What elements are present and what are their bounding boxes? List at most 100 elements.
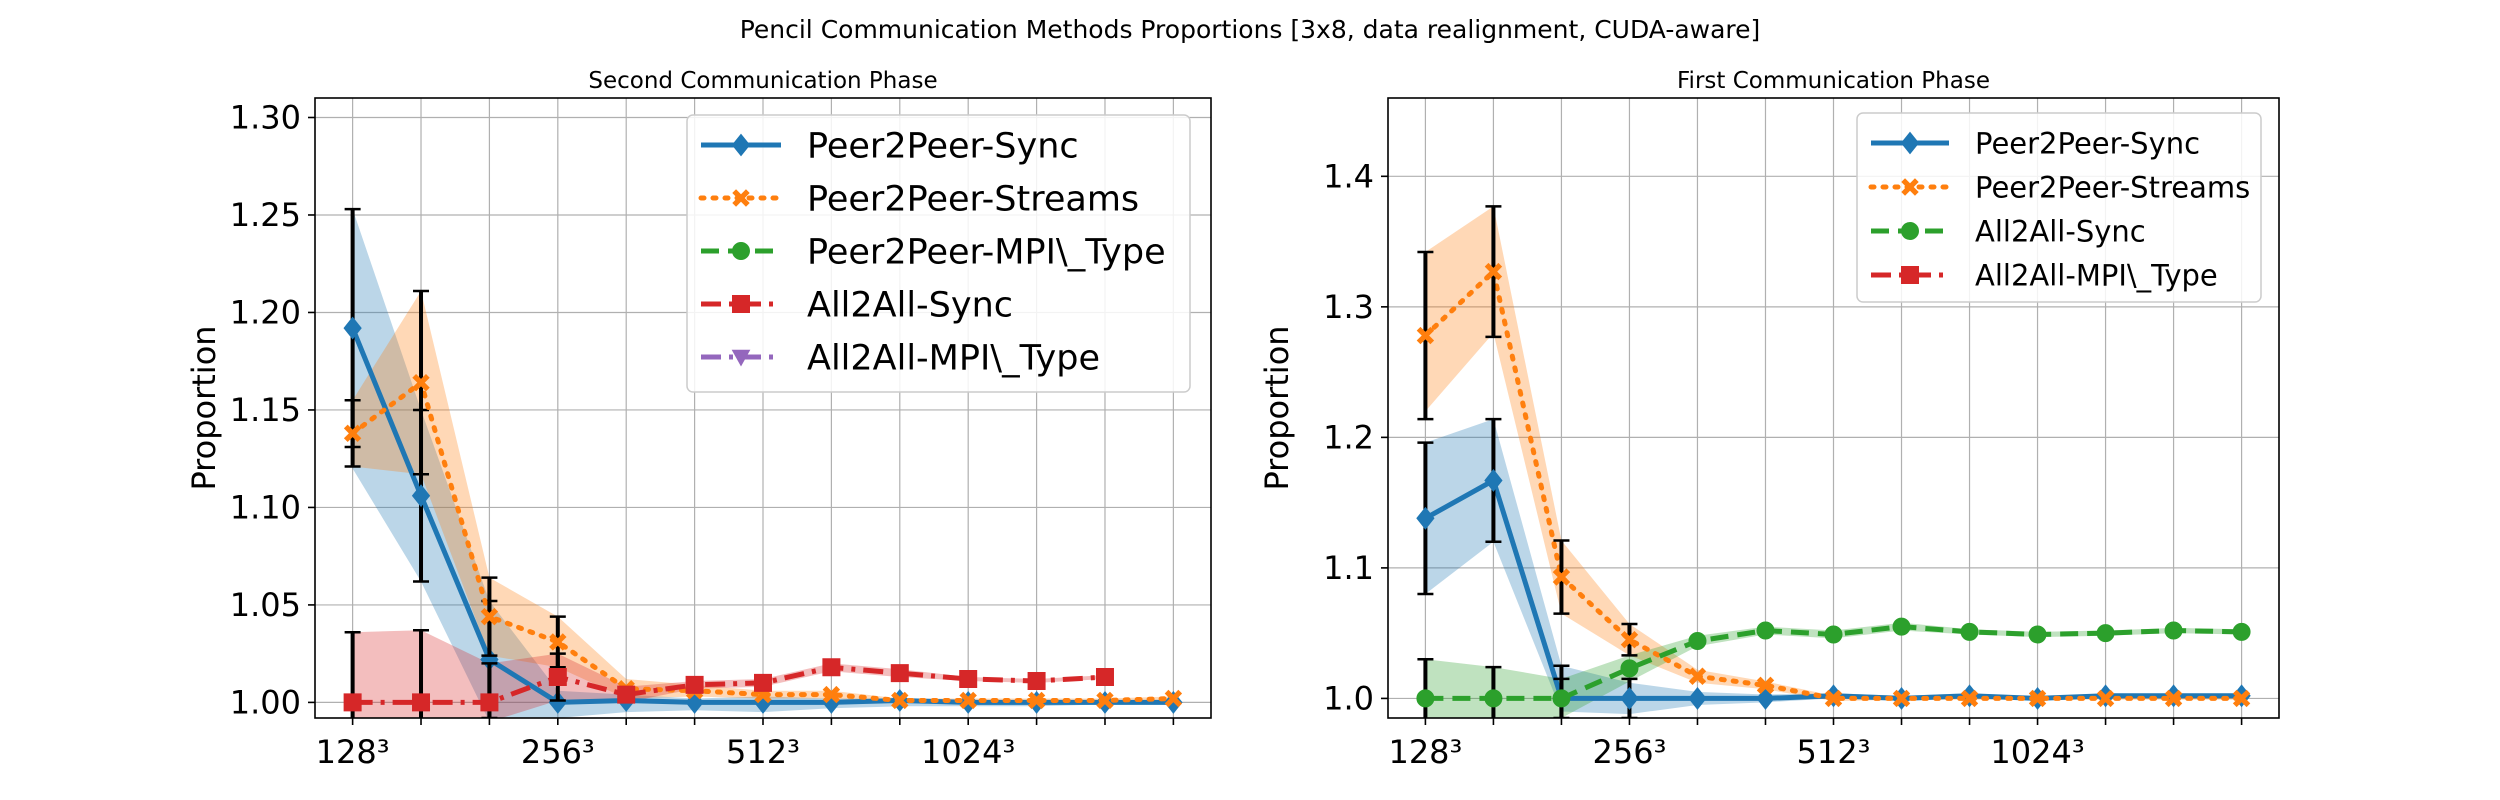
- point-peer2peer-sync: [548, 690, 567, 714]
- point-peer2peer-streams: [343, 424, 362, 443]
- point-peer2peer-streams: [2232, 689, 2251, 708]
- point-peer2peer-streams: [1096, 691, 1114, 710]
- x-tick-label: 128³: [1388, 733, 1462, 771]
- point-all2all-sync: [2028, 625, 2047, 644]
- point-peer2peer-streams: [1892, 689, 1911, 708]
- y-tick-label: 1.05: [230, 586, 301, 624]
- legend-label-all2all-mpi-type: All2All-MPI\_Type: [807, 339, 1100, 379]
- x-tick-label: 512³: [1797, 733, 1871, 771]
- point-all2all-sync: [2232, 622, 2251, 641]
- point-all2all-sync: [685, 675, 704, 694]
- point-peer2peer-streams: [480, 607, 499, 626]
- legend-label-peer2peer-streams: Peer2Peer-Streams: [1975, 170, 2250, 204]
- point-peer2peer-sync: [1620, 686, 1639, 710]
- y-tick-label: 1.4: [1323, 157, 1374, 195]
- point-all2all-sync: [343, 693, 362, 712]
- point-all2all-sync: [1027, 671, 1046, 690]
- point-peer2peer-streams: [549, 633, 567, 651]
- point-peer2peer-streams: [822, 685, 841, 704]
- point-all2all-sync: [822, 658, 841, 677]
- legend-marker-peer2peer-streams: [732, 189, 750, 207]
- panel-title: Second Communication Phase: [588, 68, 937, 94]
- point-all2all-sync: [890, 664, 909, 683]
- legend-label-all2all-mpi-type: All2All-MPI\_Type: [1975, 258, 2218, 292]
- point-all2all-sync: [548, 668, 567, 687]
- point-peer2peer-streams: [2028, 689, 2047, 708]
- point-all2all-sync: [2096, 624, 2115, 643]
- y-tick-label: 1.00: [230, 683, 301, 721]
- point-peer2peer-sync: [411, 484, 431, 508]
- x-tick-label: 1024³: [1990, 733, 2084, 771]
- point-peer2peer-streams: [891, 691, 909, 710]
- y-tick-label: 1.25: [230, 196, 301, 234]
- y-tick-label: 1.1: [1323, 549, 1374, 587]
- y-tick-label: 1.2: [1323, 418, 1374, 456]
- point-all2all-sync: [1824, 625, 1843, 644]
- point-all2all-sync: [1960, 622, 1979, 641]
- legend-label-peer2peer-sync: Peer2Peer-Sync: [807, 127, 1079, 167]
- point-all2all-sync: [959, 670, 978, 689]
- point-peer2peer-streams: [959, 691, 977, 710]
- point-peer2peer-streams: [1164, 689, 1183, 708]
- y-tick-label: 1.15: [230, 391, 301, 429]
- point-peer2peer-streams: [1416, 326, 1435, 345]
- point-all2all-sync: [1688, 632, 1707, 650]
- x-tick-label: 1024³: [921, 733, 1015, 771]
- point-peer2peer-streams: [1688, 667, 1707, 685]
- data-layer: [1416, 205, 2251, 718]
- point-peer2peer-streams: [1552, 568, 1571, 586]
- point-all2all-sync: [1484, 689, 1503, 708]
- point-all2all-sync: [2164, 621, 2183, 640]
- panel-second-communication-phase: Second Communication Phase 1.00 1.05 1.10 1.…: [185, 68, 1212, 771]
- legend-label-all2all-sync: All2All-Sync: [1975, 214, 2146, 248]
- x-tick-label: 512³: [726, 733, 800, 771]
- band-all2all-sync: [1425, 622, 2242, 718]
- y-axis-label: Proportion: [185, 325, 223, 490]
- x-tick-label: 256³: [1593, 733, 1667, 771]
- point-all2all-sync: [1756, 621, 1775, 640]
- point-peer2peer-streams: [1620, 630, 1639, 649]
- point-all2all-sync: [1620, 659, 1639, 678]
- point-all2all-sync: [617, 685, 636, 704]
- legend-marker-all2all-sync: [1900, 222, 1920, 240]
- point-all2all-sync: [1416, 689, 1435, 708]
- point-all2all-sync: [412, 693, 431, 712]
- data-layer: [343, 207, 1183, 718]
- legend-label-peer2peer-sync: Peer2Peer-Sync: [1975, 126, 2200, 160]
- y-tick-label: 1.3: [1323, 288, 1374, 326]
- point-peer2peer-streams: [1484, 262, 1503, 281]
- y-tick-label: 1.0: [1323, 679, 1374, 717]
- x-tick-label: 128³: [316, 733, 390, 771]
- point-peer2peer-streams: [1960, 689, 1979, 708]
- legend-label-all2all-sync: All2All-Sync: [807, 286, 1013, 326]
- legend-marker-peer2peer-sync: [731, 133, 751, 157]
- legend-box: [686, 114, 1191, 393]
- x-tick-label: 256³: [521, 733, 595, 771]
- point-peer2peer-sync: [1688, 686, 1707, 710]
- legend-marker-all2all-sync: [732, 295, 750, 313]
- panel-first-communication-phase: First Communication Phase 1.0 1.1 1.2 1.3 1.4…: [1258, 68, 2280, 771]
- point-peer2peer-streams: [2164, 689, 2183, 708]
- legend-label-peer2peer-mpi-type: Peer2Peer-MPI\_Type: [807, 233, 1166, 273]
- point-peer2peer-streams: [1824, 689, 1843, 708]
- point-peer2peer-sync: [343, 316, 362, 340]
- point-peer2peer-sync: [1484, 469, 1503, 492]
- point-all2all-sync: [1552, 689, 1571, 708]
- y-tick-label: 1.30: [230, 98, 301, 136]
- legend-box: [1856, 112, 2262, 303]
- figure-title: Pencil Communication Methods Proportions…: [740, 15, 1761, 44]
- y-axis-label: Proportion: [1258, 325, 1296, 490]
- legend-marker-peer2peer-mpi-type: [731, 242, 751, 260]
- point-all2all-sync: [754, 673, 772, 692]
- y-tick-label: 1.10: [230, 488, 301, 526]
- y-tick-label: 1.20: [230, 293, 301, 331]
- line-all2all-sync: [352, 664, 1106, 705]
- legend-marker-all2all-mpi-type: [1901, 266, 1919, 284]
- point-peer2peer-sync: [1416, 506, 1435, 530]
- legend: Peer2Peer-Sync Peer2Peer-Streams Peer2Peer…: [686, 114, 1191, 393]
- legend-label-peer2peer-streams: Peer2Peer-Streams: [807, 180, 1139, 220]
- point-all2all-sync: [480, 693, 499, 712]
- point-all2all-sync: [1095, 668, 1114, 687]
- point-peer2peer-streams: [2096, 689, 2115, 708]
